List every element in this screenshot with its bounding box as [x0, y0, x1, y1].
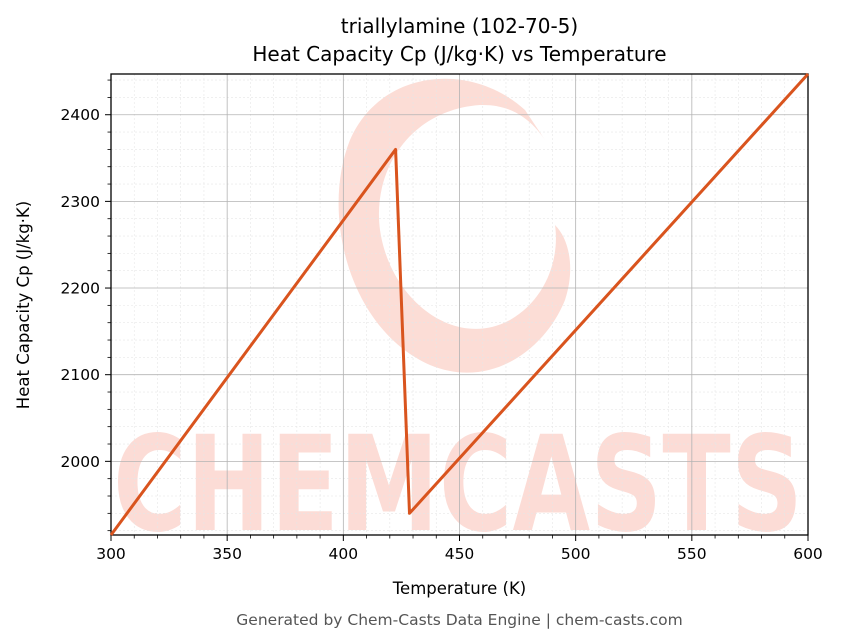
x-axis-label: Temperature (K) [392, 579, 526, 598]
x-tick-label: 600 [793, 545, 823, 563]
series-layer [109, 72, 810, 536]
y-tick-label: 2400 [61, 106, 100, 124]
y-tick-label: 2100 [61, 366, 100, 384]
x-tick-label: 550 [677, 545, 707, 563]
watermark-text: CHEMCASTS [113, 408, 803, 562]
x-tick-label: 450 [445, 545, 475, 563]
chart-title-line1: triallylamine (102-70-5) [341, 14, 578, 38]
y-tick-label: 2300 [61, 193, 100, 211]
series-line [109, 72, 810, 536]
y-tick-label: 2000 [61, 453, 100, 471]
chemcasts-watermark: CHEMCASTS [113, 78, 803, 562]
footer-credit: Generated by Chem-Casts Data Engine | ch… [236, 611, 682, 629]
y-tick-label: 2200 [61, 280, 100, 298]
y-axis-label: Heat Capacity Cp (J/kg·K) [14, 201, 33, 409]
x-tick-label: 350 [212, 545, 242, 563]
watermark-swirl-shape [338, 78, 571, 373]
chart-title-line2: Heat Capacity Cp (J/kg·K) vs Temperature [252, 42, 666, 66]
x-tick-label: 300 [96, 545, 126, 563]
axis-ticks: 300 350 400 450 500 550 600 2000 2100 2200 2300 240… [61, 79, 823, 563]
x-tick-label: 500 [561, 545, 591, 563]
x-tick-label: 400 [329, 545, 359, 563]
